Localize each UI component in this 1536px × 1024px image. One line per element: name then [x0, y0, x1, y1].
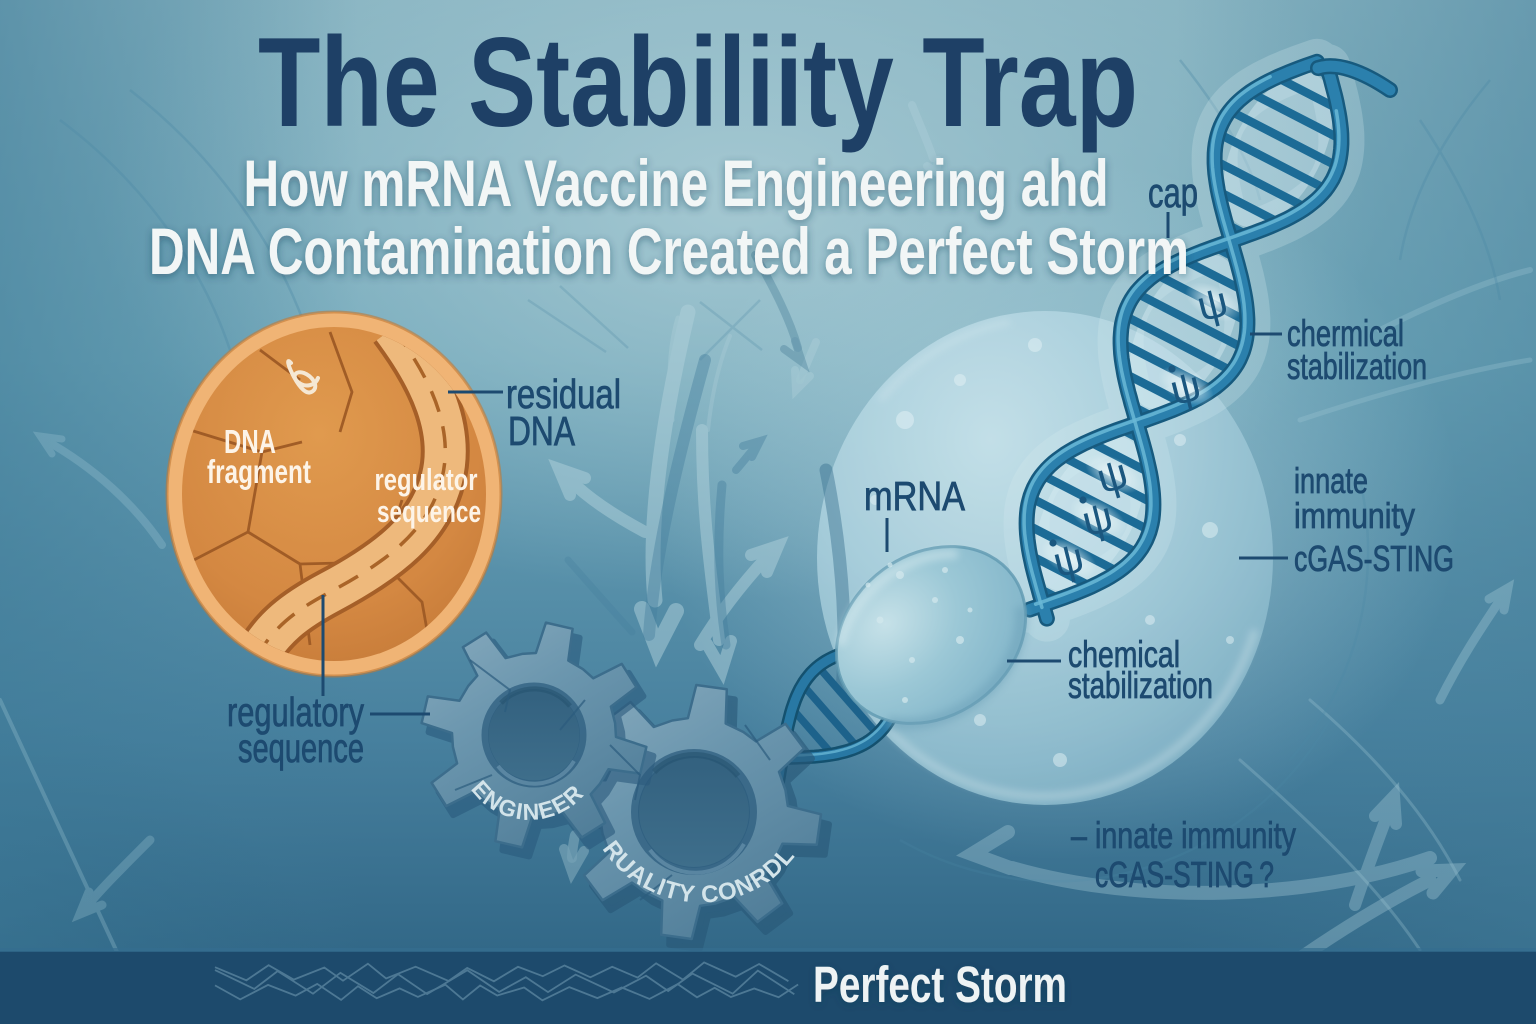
- svg-text:residual: residual: [506, 371, 621, 417]
- svg-text:cap: cap: [1148, 169, 1198, 216]
- svg-text:DNA: DNA: [224, 423, 276, 460]
- svg-text:– innate immunity: – innate immunity: [1071, 815, 1296, 856]
- svg-text:sequence: sequence: [377, 494, 481, 529]
- svg-text:chermical: chermical: [1287, 313, 1404, 354]
- svg-text:regulatory: regulatory: [227, 689, 364, 735]
- svg-text:Perfect Storm: Perfect Storm: [813, 956, 1067, 1013]
- svg-text:innate: innate: [1294, 460, 1368, 501]
- svg-text:DNA: DNA: [508, 408, 575, 454]
- svg-text:mRNA: mRNA: [864, 473, 966, 519]
- svg-text:stabilization: stabilization: [1068, 665, 1213, 706]
- svg-text:immunity: immunity: [1294, 495, 1415, 536]
- svg-text:The Stabiliity Trap: The Stabiliity Trap: [258, 11, 1138, 153]
- svg-text:stabilization: stabilization: [1287, 346, 1427, 387]
- svg-text:How mRNA Vaccine Engineering a: How mRNA Vaccine Engineering ahd: [244, 146, 1109, 220]
- svg-text:regulator: regulator: [375, 462, 478, 497]
- svg-text:cGAS-STING ?: cGAS-STING ?: [1095, 854, 1274, 895]
- svg-text:fragment: fragment: [207, 453, 311, 490]
- svg-text:cGAS-STING: cGAS-STING: [1294, 538, 1454, 579]
- svg-text:chemical: chemical: [1068, 634, 1180, 675]
- svg-text:sequence: sequence: [238, 725, 364, 771]
- svg-text:DNA Contamination Created a Pe: DNA Contamination Created a Perfect Stor…: [149, 214, 1189, 288]
